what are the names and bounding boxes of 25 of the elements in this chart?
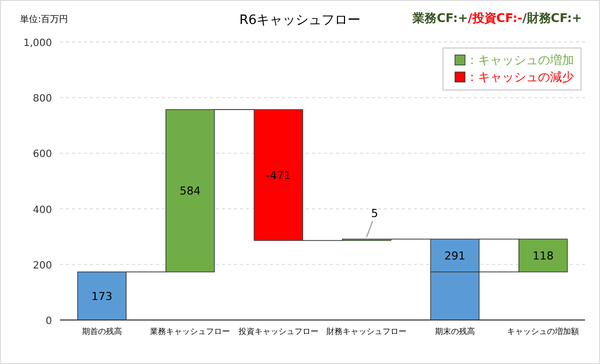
x-tick-label: 期末の残高 [434, 327, 475, 336]
x-tick-label: キャッシュの増加額 [507, 327, 580, 336]
y-tick-label: 600 [32, 149, 52, 160]
legend-label: ：キャッシュの増加 [466, 53, 574, 67]
y-tick-label: 400 [32, 204, 52, 216]
legend-label: ：キャッシュの減少 [466, 70, 574, 84]
y-tick-label: 0 [46, 316, 52, 327]
y-tick-label: 1,000 [23, 38, 52, 49]
y-tick-label: 800 [32, 94, 52, 105]
data-label: 584 [180, 184, 201, 198]
text: 業務CF:+ [412, 11, 468, 25]
chart-title: R6キャッシュフロー [239, 13, 361, 28]
data-label: -471 [266, 169, 291, 182]
data-label: 118 [532, 250, 554, 263]
x-tick-label: 期首の残高 [82, 327, 122, 336]
data-label: 173 [91, 290, 112, 303]
x-tick-label: 財務キャッシュフロー [326, 327, 407, 336]
text: /財務CF:+ [522, 11, 582, 25]
x-tick-label: 業務キャッシュフロー [150, 327, 230, 336]
text: /投資CF:- [468, 11, 522, 25]
x-tick-label: 投資キャッシュフロー [237, 327, 318, 336]
y-tick-label: 200 [32, 260, 52, 272]
data-label: 291 [444, 250, 466, 263]
y-axis-title: 単位:百万円 [20, 14, 68, 25]
data-label: 5 [371, 207, 378, 220]
